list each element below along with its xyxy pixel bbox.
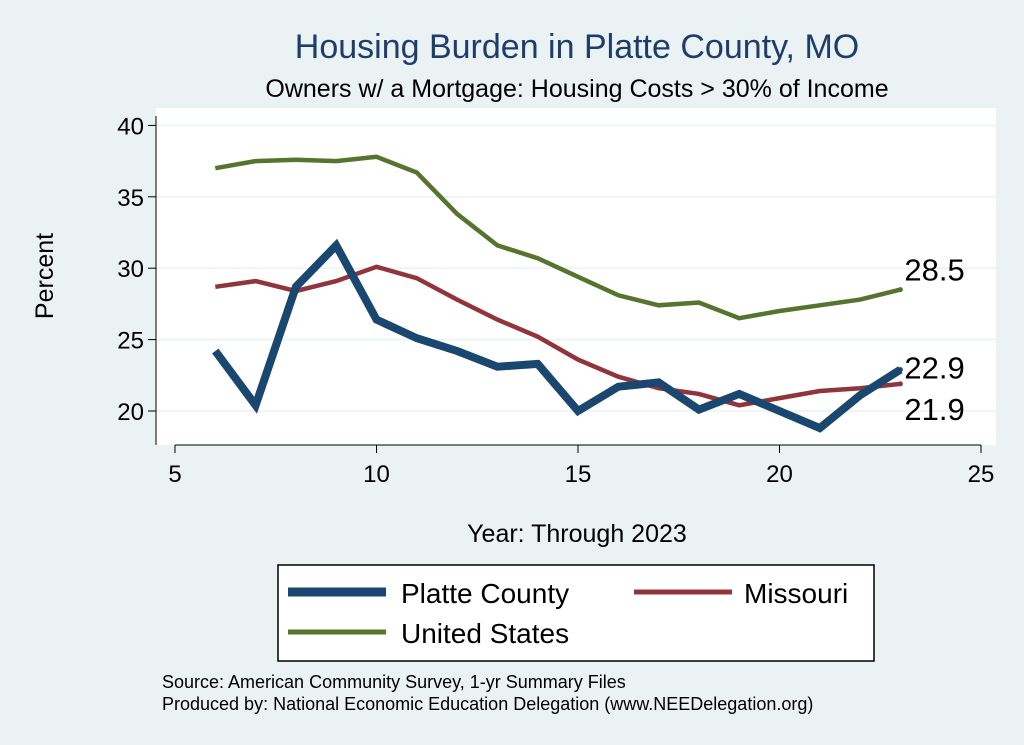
end-label-missouri: 21.9 xyxy=(904,392,964,427)
x-tick-label-5: 5 xyxy=(168,461,181,488)
legend-label-missouri: Missouri xyxy=(744,578,848,609)
y-tick-label-25: 25 xyxy=(117,328,144,355)
legend: Platte County Missouri United States xyxy=(277,564,875,662)
y-tick-label-20: 20 xyxy=(117,399,144,426)
x-tick-label-15: 15 xyxy=(565,461,592,488)
produced-by-note: Produced by: National Economic Education… xyxy=(162,694,813,714)
endpoint-missouri xyxy=(897,381,903,387)
series-line-platte-county xyxy=(212,238,903,433)
source-note: Source: American Community Survey, 1-yr … xyxy=(162,672,626,692)
chart-title: Housing Burden in Platte County, MO xyxy=(295,28,859,66)
gridlines xyxy=(156,124,996,412)
legend-box xyxy=(277,564,875,662)
end-labels: 28.5 22.9 21.9 xyxy=(904,253,964,427)
y-tick-label-30: 30 xyxy=(117,256,144,283)
y-axis-title: Percent xyxy=(31,233,59,319)
chart-subtitle: Owners w/ a Mortgage: Housing Costs > 30… xyxy=(265,75,888,103)
y-tick-label-40: 40 xyxy=(117,113,144,140)
end-label-platte-county: 22.9 xyxy=(904,351,964,386)
series-line-united-states xyxy=(214,154,901,321)
x-tick-label-25: 25 xyxy=(968,461,995,488)
x-tick-label-20: 20 xyxy=(766,461,793,488)
series-line-missouri xyxy=(214,264,901,408)
endpoint-platte-county xyxy=(897,367,903,373)
legend-label-united-states: United States xyxy=(401,618,569,649)
endpoint-united-states xyxy=(897,287,903,293)
y-tick-label-35: 35 xyxy=(117,185,144,212)
x-axis-title: Year: Through 2023 xyxy=(467,520,687,548)
x-tick-label-10: 10 xyxy=(363,461,390,488)
legend-label-platte-county: Platte County xyxy=(401,578,569,609)
axes: 20 25 30 35 40 5 10 15 20 25 xyxy=(117,113,994,488)
end-label-united-states: 28.5 xyxy=(904,253,964,288)
series-lines xyxy=(212,154,903,433)
